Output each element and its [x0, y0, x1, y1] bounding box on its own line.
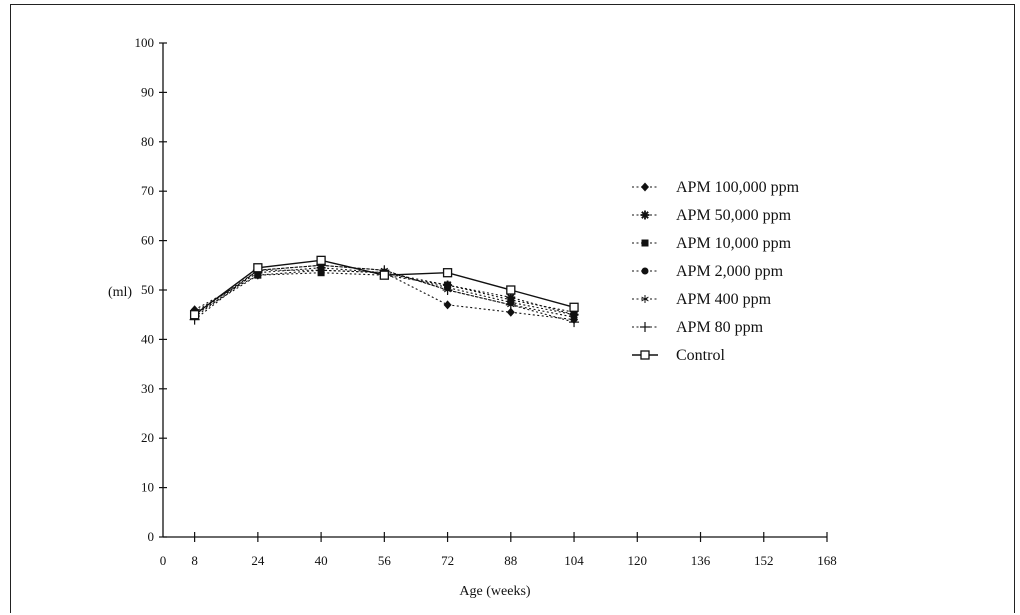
- asterisk-stroke: [641, 211, 649, 219]
- y-tick-label: 40: [141, 331, 154, 346]
- x-tick-label: 72: [441, 553, 454, 568]
- legend-entry: Control: [632, 347, 725, 364]
- series-6-markers: [189, 255, 579, 320]
- legend-entry: APM 2,000 ppm: [632, 263, 784, 280]
- legend-label: APM 50,000 ppm: [676, 207, 792, 224]
- legend: APM 100,000 ppm APM 50,000 ppm APM 10,000 …: [632, 179, 800, 364]
- legend-entry: APM 400 ppm: [632, 291, 772, 308]
- y-tick-label: 20: [141, 430, 154, 445]
- series-layer: [189, 255, 580, 328]
- y-tick-label: 0: [148, 529, 155, 544]
- data-point: [640, 322, 650, 332]
- open-square-marker: [316, 255, 326, 266]
- y-axis-title: (ml): [108, 285, 132, 300]
- figure-frame: [10, 4, 1015, 613]
- legend-label: APM 100,000 ppm: [676, 179, 800, 196]
- legend-entry: APM 10,000 ppm: [632, 235, 792, 252]
- y-tick-label: 70: [141, 183, 154, 198]
- open-square-marker: [379, 270, 389, 280]
- y-tick-label: 80: [141, 134, 154, 149]
- x-tick-label: 152: [754, 553, 774, 568]
- data-point: [379, 270, 389, 280]
- series-5-markers: [189, 260, 580, 328]
- circle-marker: [641, 267, 649, 275]
- axes: 0 10 20 30 40 50 60 70 80 90 100 0 8 24 40 56 72 88 104 120…: [135, 35, 837, 568]
- x-tick-label: 104: [564, 553, 584, 568]
- open-square-marker: [506, 285, 516, 295]
- legend-label: Control: [676, 347, 725, 364]
- data-point: [640, 350, 650, 360]
- data-point: [506, 285, 516, 295]
- square-marker: [641, 239, 649, 247]
- y-tick-label: 60: [141, 233, 154, 248]
- x-tick-label: 168: [817, 553, 837, 568]
- data-point: [641, 267, 649, 275]
- x-tick-label: 24: [251, 553, 265, 568]
- x-tick-label: 8: [191, 553, 198, 568]
- x-tick-label: 40: [315, 553, 328, 568]
- y-tick-label: 100: [135, 35, 155, 50]
- y-tick-label: 90: [141, 84, 154, 99]
- legend-entry: APM 80 ppm: [632, 319, 764, 336]
- data-point: [569, 302, 579, 312]
- legend-label: APM 10,000 ppm: [676, 235, 792, 252]
- x-tick-label: 136: [691, 553, 711, 568]
- open-square-marker: [569, 302, 579, 312]
- data-point: [506, 307, 515, 317]
- legend-label: APM 2,000 ppm: [676, 263, 784, 280]
- legend-entry: APM 50,000 ppm: [632, 207, 792, 224]
- diamond-marker: [443, 300, 452, 310]
- x-tick-label: 120: [628, 553, 648, 568]
- data-point: [443, 300, 452, 310]
- diamond-marker: [641, 182, 649, 192]
- y-tick-label: 50: [141, 282, 154, 297]
- open-square-marker: [189, 310, 200, 320]
- x-axis-title: Age (weeks): [459, 584, 530, 599]
- data-point: [641, 182, 649, 192]
- data-point: [442, 268, 453, 278]
- data-point: [641, 239, 649, 247]
- x-tick-label: 56: [378, 553, 392, 568]
- x-tick-label: 0: [160, 553, 167, 568]
- data-point: [640, 210, 650, 220]
- data-point: [442, 285, 453, 295]
- data-point: [316, 255, 326, 266]
- data-point: [569, 317, 580, 328]
- data-point: [253, 263, 263, 273]
- data-point: [505, 299, 516, 310]
- data-point: [641, 295, 649, 303]
- open-square-marker: [253, 263, 263, 273]
- y-tick-label: 30: [141, 381, 154, 396]
- open-square-marker: [442, 268, 453, 278]
- y-tick-label: 10: [141, 480, 154, 495]
- legend-label: APM 80 ppm: [676, 319, 764, 336]
- x-tick-label: 88: [504, 553, 517, 568]
- open-square-marker: [640, 350, 650, 360]
- diamond-marker: [506, 307, 515, 317]
- legend-entry: APM 100,000 ppm: [632, 179, 800, 196]
- data-point: [189, 310, 200, 320]
- legend-label: APM 400 ppm: [676, 291, 772, 308]
- star-stroke: [641, 296, 649, 302]
